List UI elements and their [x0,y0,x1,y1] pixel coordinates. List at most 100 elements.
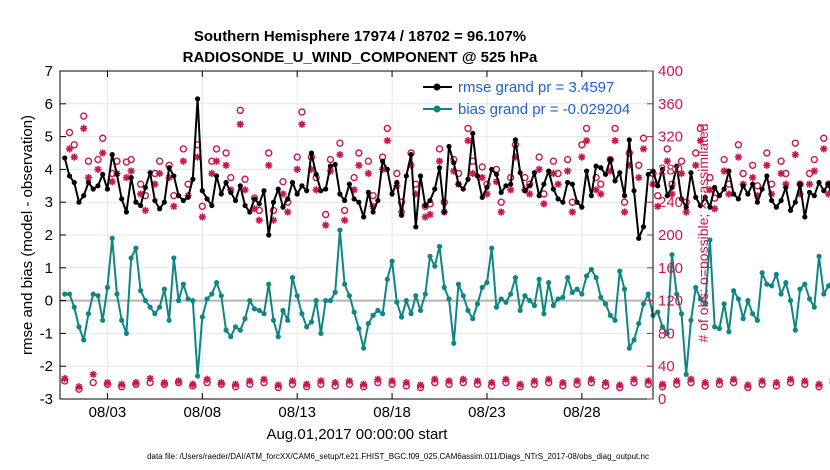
rmse-point [304,188,310,194]
rmse-point [81,193,87,199]
obs-assimilated-point [250,205,259,213]
obs-assimilated-stroke [730,376,737,383]
obs-assimilated-point [677,169,686,178]
obs-assimilated-point [564,167,572,175]
x-axis-label: Aug.01,2017 00:00:00 start [267,426,449,443]
rmse-point [636,235,642,241]
obs-assimilated-stroke [578,153,585,161]
obs-assimilated-point [331,379,339,387]
rmse-point [816,179,822,186]
obs-assimilated-stroke [583,137,590,144]
obs-possible-point [635,161,643,170]
rmse-point [579,204,585,210]
obs-assimilated-stroke [825,191,830,198]
y-tick-label: 7 [45,63,53,80]
bias-point [527,298,533,304]
obs-assimilated-point [639,145,648,153]
bias-point [128,255,134,261]
rmse-point [674,163,680,169]
bias-point [370,312,376,318]
obs-assimilated-stroke [616,381,623,389]
obs-assimilated-point [473,377,482,385]
bias-point [754,317,760,323]
bias-point [270,317,277,323]
obs-possible-point [369,191,377,200]
obs-assimilated-point [156,169,164,178]
y-tick-label: 1 [45,260,53,277]
bias-point [769,283,775,289]
bias-point [626,345,632,351]
obs-assimilated-point [402,379,410,387]
obs-possible-point [80,112,88,120]
rmse-point [659,166,666,172]
bias-point [541,311,547,317]
rmse-point [379,158,386,164]
obs-assimilated-point [488,379,496,387]
rmse-point [550,186,556,192]
obs-possible-point [810,155,818,164]
bias-point [403,298,409,304]
obs-assimilated-stroke [678,170,685,177]
bias-point [237,327,243,333]
obs-assimilated-point [805,180,814,188]
chart-subtitle: RADIOSONDE_U_WIND_COMPONENT @ 525 hPa [183,49,538,66]
bias-point [669,252,675,258]
obs-assimilated-point [345,377,353,385]
obs-assimilated-stroke [431,376,438,383]
bias-point [152,311,158,317]
rmse-point [327,163,334,169]
rmse-point [436,165,443,171]
rmse-point [593,163,599,169]
obs-assimilated-point [231,380,240,388]
rmse-point [251,196,258,202]
bias-point [256,307,262,314]
rmse-point [365,189,371,195]
obs-possible-point [393,169,401,178]
bias-point [119,317,125,323]
rmse-point [128,175,134,181]
obs-assimilated-point [70,153,78,161]
obs-assimilated-stroke [384,137,391,144]
rmse-point [119,196,125,202]
rmse-point [669,184,675,191]
y-tick-label: -1 [40,325,53,342]
obs-possible-point [639,134,648,142]
rmse-point [489,166,495,172]
x-axis-ticks: 08/03 08/08 08/13 08/18 08/23 08/28 [89,71,601,421]
rmse-point [157,206,163,212]
obs-possible-point [94,155,102,164]
obs-possible-point [340,206,349,215]
obs-assimilated-point [80,124,88,132]
bias-point [579,291,585,297]
rmse-point [712,184,718,191]
y2-tick-label: 80 [658,325,675,342]
rmse-point [342,197,348,204]
bias-point [180,281,186,287]
x-tick-label: 08/08 [184,404,222,421]
bias-point [716,325,723,332]
y2-tick-label: 280 [658,161,683,178]
bias-point [787,298,794,304]
rmse-point [194,96,201,102]
y2-tick-label: 360 [658,96,683,113]
rmse-point [565,179,571,186]
bias-point [138,288,144,294]
rmse-point [270,199,277,205]
x-tick-label: 08/13 [278,404,316,421]
rmse-point [85,179,92,186]
y2-tick-label: 160 [658,260,683,277]
rmse-point [232,197,239,204]
bias-point [602,301,609,307]
bias-point [517,307,523,314]
obs-assimilated-stroke [355,162,363,169]
obs-possible-point [763,149,771,157]
bias-point [218,293,224,299]
y-axis-ticks: -3 -2 -1 0 1 2 3 4 5 6 7 [40,63,66,408]
rmse-point [389,191,395,197]
obs-assimilated-stroke [336,151,344,158]
bias-series [62,227,830,379]
obs-assimilated-point [103,379,112,387]
bias-point [821,291,827,297]
obs-assimilated-point [526,190,534,198]
obs-assimilated-point [592,186,600,194]
